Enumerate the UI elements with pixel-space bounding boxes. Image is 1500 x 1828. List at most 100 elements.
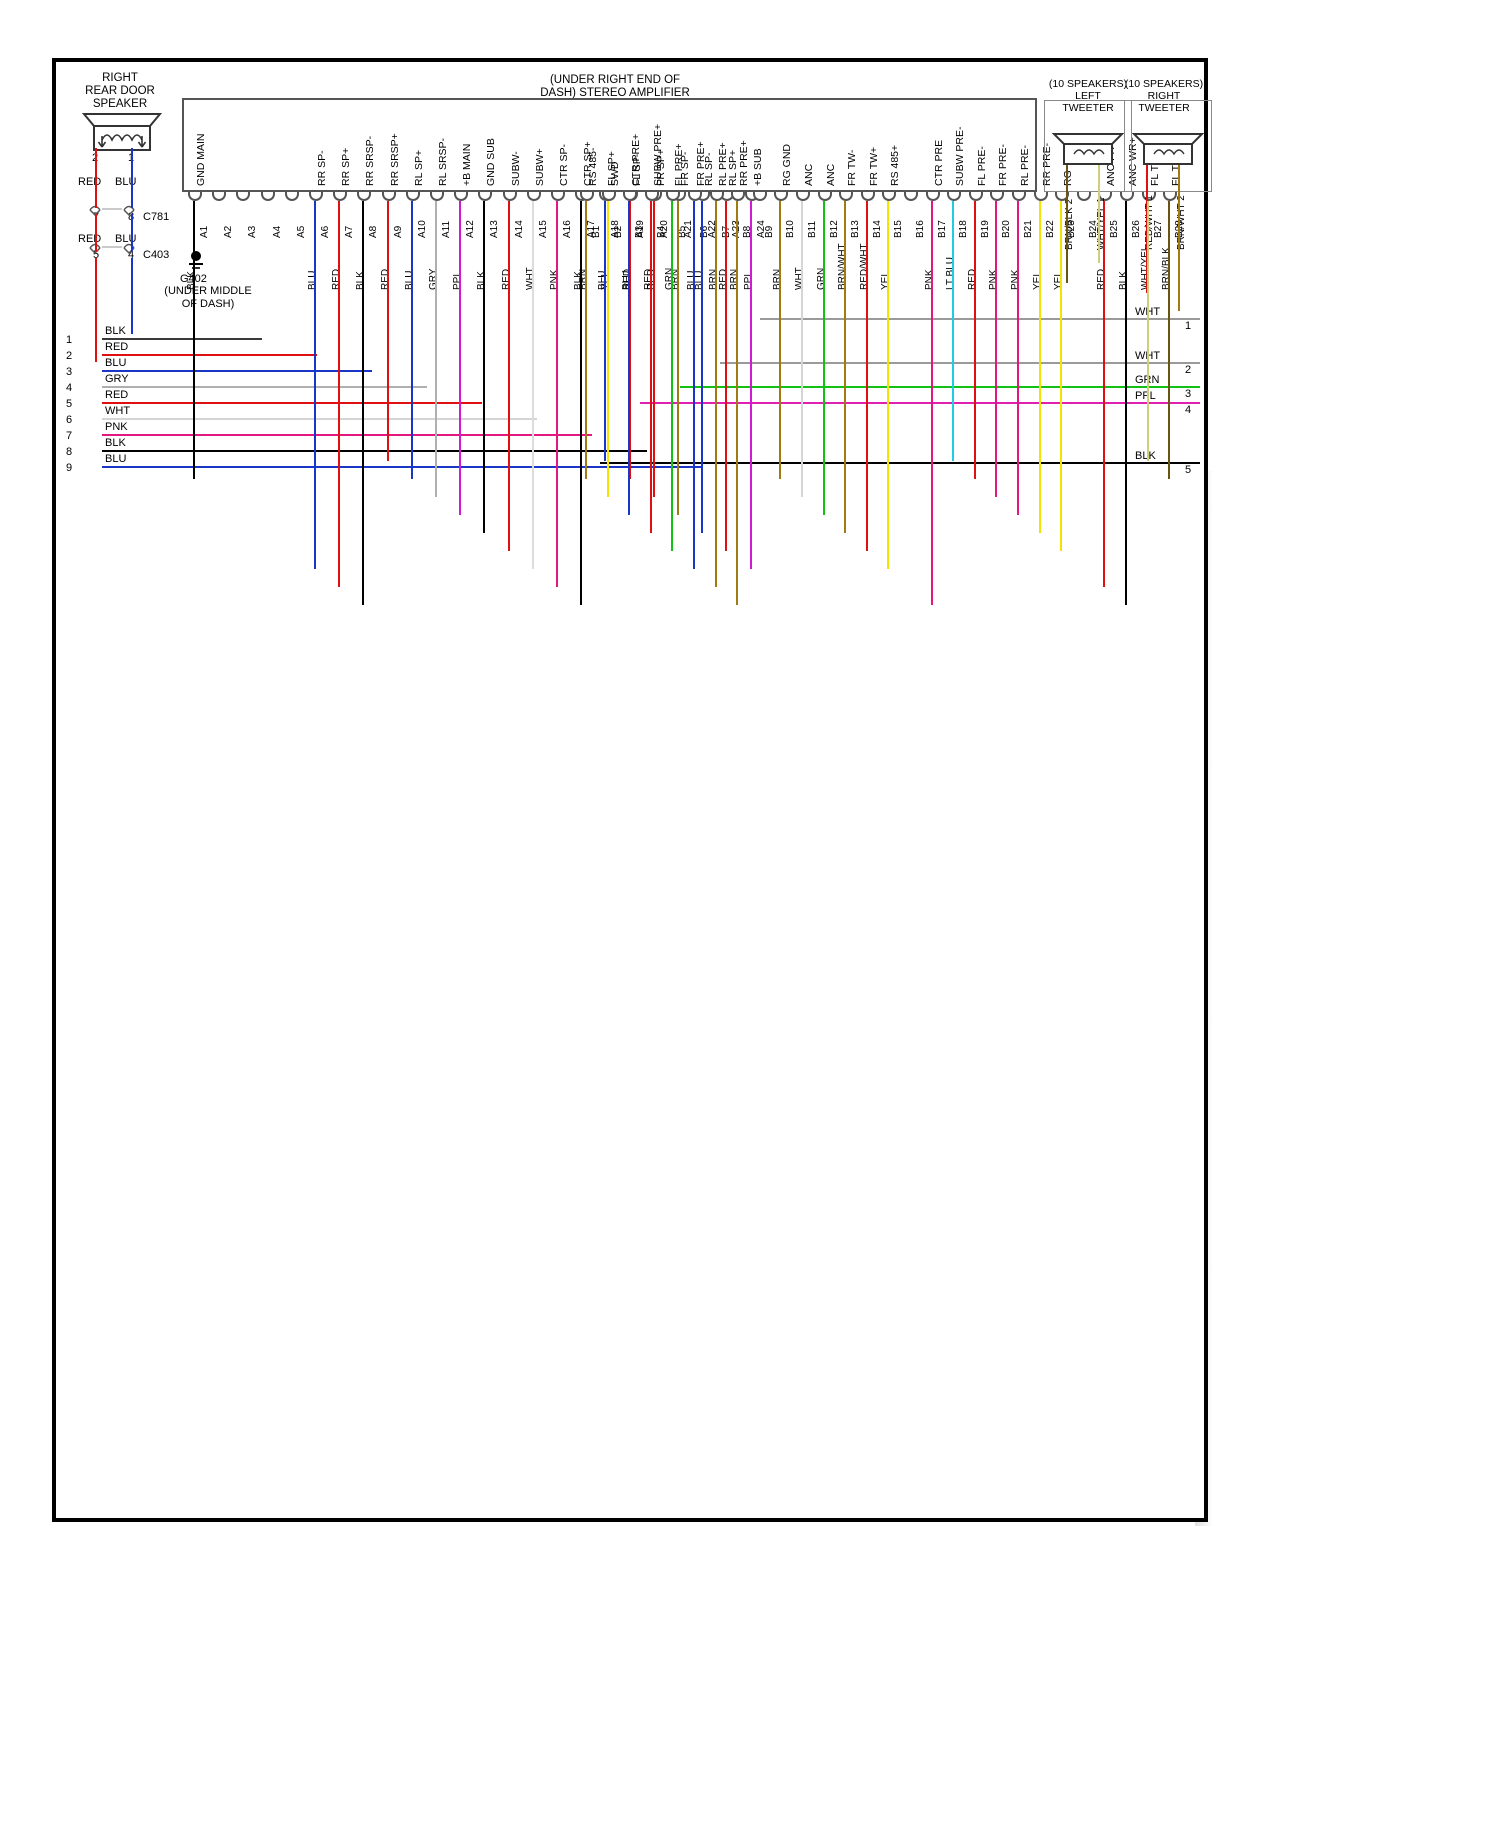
amp-pin-arc-a1 bbox=[188, 192, 202, 201]
amp-pin-arc-b23 bbox=[1055, 192, 1070, 201]
right-rail-number-4: 4 bbox=[1185, 404, 1192, 416]
amp-pin-number-b18: B18 bbox=[958, 220, 970, 238]
amp-pin-arc-a8 bbox=[357, 192, 372, 201]
amp-wire-b18 bbox=[952, 201, 955, 461]
amp-pin-arc-b20 bbox=[990, 192, 1005, 201]
amp-pin-number-a13: A13 bbox=[489, 220, 501, 238]
left-rail-color-9: BLU bbox=[105, 453, 127, 465]
amp-signal-b8: RR PRE+ bbox=[738, 140, 751, 186]
amp-pin-arc-b4 bbox=[644, 192, 659, 201]
amp-signal-b14: FR TW+ bbox=[867, 146, 880, 186]
amp-pin-number-b16: B16 bbox=[915, 220, 926, 238]
amp-pin-arc-b26 bbox=[1120, 192, 1134, 201]
amp-wire-b4 bbox=[649, 201, 652, 533]
amp-pin-number-b19: B19 bbox=[979, 220, 991, 238]
amp-wire-a8 bbox=[362, 201, 365, 605]
speaker-wire-blu-down bbox=[131, 258, 133, 334]
amp-pin-arc-b9 bbox=[752, 192, 767, 201]
right-rail-wire-1 bbox=[760, 318, 1200, 320]
amp-wire-a12 bbox=[459, 201, 462, 515]
amp-signal-b12: ANC bbox=[824, 163, 837, 186]
amp-wire-b27 bbox=[1146, 201, 1149, 461]
rear-door-speaker-symbol bbox=[82, 113, 162, 151]
amp-pin-arc-a6 bbox=[309, 192, 323, 201]
amp-pin-arc-b24 bbox=[1076, 192, 1091, 201]
amp-pin-arc-a12 bbox=[454, 192, 469, 201]
amp-pin-number-a14: A14 bbox=[513, 220, 525, 238]
amp-wire-color-b20: PNK bbox=[988, 269, 1000, 290]
amp-wire-color-a23: RED bbox=[718, 268, 730, 290]
amp-wire-a18 bbox=[604, 201, 607, 461]
left-rail-wire-7 bbox=[102, 434, 592, 436]
amp-signal-a15: SUBW+ bbox=[533, 148, 546, 186]
amp-wire-b22 bbox=[1038, 201, 1041, 533]
amp-wire-a11 bbox=[435, 201, 437, 497]
amp-wire-a21 bbox=[677, 201, 679, 515]
speaker-wire-blu-top: BLU bbox=[115, 176, 137, 188]
amp-pin-arc-b17 bbox=[925, 192, 940, 201]
amp-signal-b3: CTR PRE+ bbox=[630, 133, 643, 186]
amp-wire-color-b18: LT BLU bbox=[945, 257, 957, 290]
right-tweeter-symbol bbox=[1132, 133, 1204, 165]
amp-wire-a23 bbox=[725, 201, 728, 551]
amp-signal-b15: RS 485+ bbox=[889, 144, 902, 186]
amp-signal-a6: RR SP- bbox=[316, 150, 328, 186]
c403-pin-4: 4 bbox=[128, 249, 135, 261]
amp-signal-b20: FR PRE- bbox=[997, 144, 1010, 186]
amp-signal-b18: SUBW PRE- bbox=[954, 126, 967, 186]
amp-wire-color-a1: BLK bbox=[186, 271, 197, 290]
amp-wire-b28 bbox=[1168, 201, 1171, 479]
right-rail-number-1: 1 bbox=[1185, 320, 1192, 332]
amp-pin-arc-a3 bbox=[236, 192, 251, 201]
amp-pin-number-b20: B20 bbox=[1001, 220, 1013, 238]
amp-pin-number-b1: B1 bbox=[591, 225, 602, 238]
c403-label: C403 bbox=[143, 249, 170, 261]
amp-pin-number-a1: A1 bbox=[199, 225, 210, 238]
amp-pin-number-a7: A7 bbox=[344, 225, 356, 238]
amp-pin-arc-a9 bbox=[381, 192, 396, 201]
right-rail-wire-2 bbox=[720, 362, 1200, 364]
amp-pin-number-a4: A4 bbox=[271, 225, 283, 238]
c781-label: C781 bbox=[143, 211, 170, 223]
amp-wire-color-b11: WHT bbox=[794, 267, 805, 290]
amp-wire-color-b17: PNK bbox=[923, 269, 935, 290]
amp-pin-arc-a11 bbox=[430, 192, 444, 201]
right-rail-wire-4 bbox=[640, 402, 1200, 404]
amp-pin-arc-a15 bbox=[526, 192, 541, 201]
left-rail-color-8: BLK bbox=[105, 437, 126, 449]
speaker-wire-blu-seg2 bbox=[131, 214, 133, 252]
amp-wire-a13 bbox=[483, 201, 486, 533]
left-rail-wire-1 bbox=[102, 338, 262, 340]
amp-wire-color-a8: BLK bbox=[355, 271, 367, 290]
amp-pin-number-b14: B14 bbox=[871, 220, 883, 238]
left-tweeter-title: (10 SPEAKERS) LEFT TWEETER bbox=[1048, 78, 1128, 114]
amp-wire-color-b25: RED bbox=[1096, 268, 1108, 290]
speaker-wire-red-top: RED bbox=[78, 176, 102, 188]
left-rail-color-7: PNK bbox=[105, 421, 128, 433]
left-rail-color-6: WHT bbox=[105, 405, 131, 417]
left-rail-number-9: 9 bbox=[66, 462, 73, 474]
amp-pin-arc-b18 bbox=[947, 192, 962, 201]
amp-pin-arc-b11 bbox=[796, 192, 810, 201]
amp-signal-a11: RL SRSP- bbox=[437, 137, 449, 186]
amp-pin-arc-a5 bbox=[284, 192, 299, 201]
amp-pin-number-b12: B12 bbox=[828, 220, 840, 238]
left-tweeter-box bbox=[1044, 100, 1132, 192]
amp-wire-b7 bbox=[714, 201, 717, 587]
amp-wire-color-a14: RED bbox=[500, 268, 512, 290]
amp-wire-color-a16: PNK bbox=[549, 269, 560, 290]
left-rail-number-3: 3 bbox=[66, 366, 73, 378]
amp-pin-number-a15: A15 bbox=[537, 220, 549, 238]
right-rail-number-3: 3 bbox=[1185, 388, 1192, 400]
right-rail-wire-5 bbox=[600, 462, 1200, 464]
amp-pin-arc-a14 bbox=[502, 192, 517, 201]
left-rail-wire-5 bbox=[102, 402, 482, 404]
amp-pin-arc-a4 bbox=[260, 192, 275, 201]
c403-pin-5: 5 bbox=[93, 249, 100, 261]
amp-pin-arc-b28 bbox=[1163, 192, 1178, 201]
amp-wire-a22 bbox=[701, 201, 704, 533]
left-rail-number-1: 1 bbox=[66, 334, 73, 346]
left-rail-number-6: 6 bbox=[66, 414, 73, 426]
amp-pin-arc-a13 bbox=[478, 192, 493, 201]
amp-pin-arc-b2 bbox=[601, 192, 616, 201]
